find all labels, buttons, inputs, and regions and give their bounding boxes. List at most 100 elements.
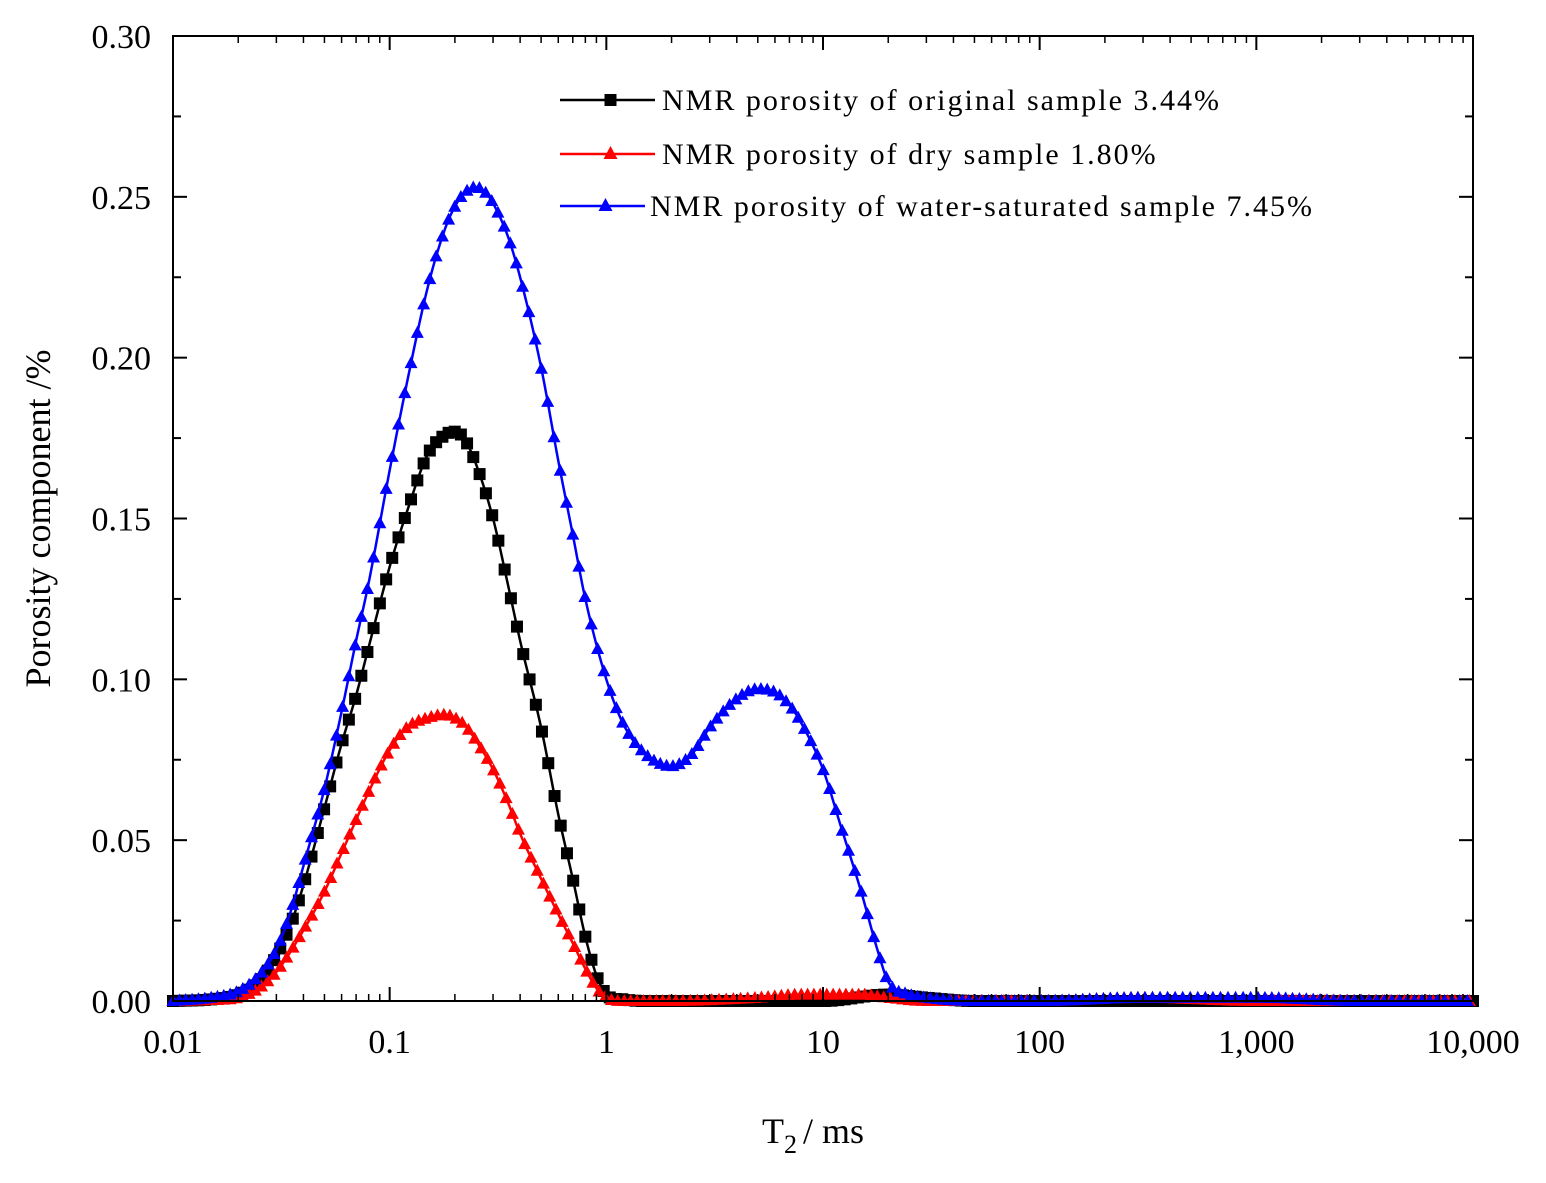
data-point <box>342 713 355 726</box>
data-point <box>354 609 368 622</box>
data-point <box>616 715 630 728</box>
legend-marker <box>598 198 613 211</box>
data-point <box>511 822 525 835</box>
data-point <box>767 684 781 697</box>
data-point <box>379 481 393 494</box>
data-point <box>854 884 868 897</box>
data-point <box>455 715 469 728</box>
data-point <box>385 449 399 462</box>
legend-marker <box>604 94 617 106</box>
data-point <box>529 698 542 711</box>
data-point <box>528 332 542 345</box>
data-point <box>710 711 724 724</box>
data-point <box>553 463 567 476</box>
data-point <box>779 694 793 707</box>
data-point <box>879 970 893 983</box>
data-point <box>417 457 430 470</box>
data-point <box>504 592 517 605</box>
data-point <box>547 430 561 443</box>
data-point <box>461 437 474 450</box>
data-point <box>555 914 569 927</box>
data-point <box>267 967 281 980</box>
data-point <box>691 739 705 752</box>
data-point <box>491 205 505 218</box>
data-point <box>723 697 737 710</box>
data-point <box>368 771 382 784</box>
data-point <box>361 646 374 659</box>
data-point <box>473 468 486 481</box>
legend: NMR porosity of original sample 3.44% NMR… <box>560 84 1312 223</box>
data-point <box>584 617 598 630</box>
data-point <box>336 699 350 712</box>
data-point <box>597 664 611 677</box>
data-point <box>480 751 494 764</box>
data-point <box>261 974 275 987</box>
data-point <box>229 985 243 998</box>
data-point <box>835 823 849 836</box>
data-point <box>797 721 811 734</box>
data-point <box>499 791 513 804</box>
data-point <box>373 597 386 610</box>
data-point <box>373 516 387 529</box>
data-point <box>292 930 306 943</box>
x-axis-title-unit: / ms <box>803 1111 864 1151</box>
data-point <box>417 297 431 310</box>
legend-marker <box>603 146 618 159</box>
y-axis-title: Porosity component /% <box>18 350 58 688</box>
data-point <box>685 747 699 760</box>
data-point <box>467 451 480 464</box>
data-point <box>280 950 294 963</box>
data-point <box>518 837 532 850</box>
data-point <box>468 731 482 744</box>
data-point <box>411 474 424 487</box>
data-point <box>487 763 501 776</box>
data-point <box>498 563 511 576</box>
data-point <box>823 782 837 795</box>
data-point <box>460 183 474 196</box>
data-point <box>236 981 250 994</box>
data-point <box>292 875 306 888</box>
data-point <box>867 930 881 943</box>
data-point <box>559 495 573 508</box>
data-point <box>311 807 325 820</box>
data-point <box>461 722 475 735</box>
data-point <box>634 743 648 756</box>
data-point <box>399 721 413 734</box>
data-point <box>299 919 313 932</box>
data-point <box>729 692 743 705</box>
data-point <box>579 930 592 943</box>
data-point <box>535 725 548 738</box>
data-point <box>672 757 686 770</box>
data-point <box>580 964 594 977</box>
data-point <box>449 711 463 724</box>
data-point <box>804 734 818 747</box>
data-point <box>566 527 580 540</box>
data-point <box>541 394 555 407</box>
data-point <box>349 812 363 825</box>
data-point <box>735 687 749 700</box>
data-point <box>392 417 406 430</box>
data-point <box>829 802 843 815</box>
plot-frame <box>172 35 1474 1002</box>
x-tick-label: 0.01 <box>143 1024 203 1061</box>
data-point <box>410 325 424 338</box>
data-point <box>442 212 456 225</box>
data-point <box>255 965 269 978</box>
data-point <box>374 758 388 771</box>
data-point <box>622 726 636 739</box>
data-point <box>448 199 462 212</box>
data-point <box>398 386 412 399</box>
data-point <box>355 798 369 811</box>
data-point <box>367 550 381 563</box>
data-point <box>554 819 567 832</box>
data-point <box>286 897 300 910</box>
data-point <box>348 638 362 651</box>
data-point <box>280 917 294 930</box>
data-point <box>423 272 437 285</box>
data-point <box>317 884 331 897</box>
data-point <box>810 747 824 760</box>
data-point <box>697 728 711 741</box>
data-point <box>548 790 561 803</box>
data-point <box>486 509 499 522</box>
